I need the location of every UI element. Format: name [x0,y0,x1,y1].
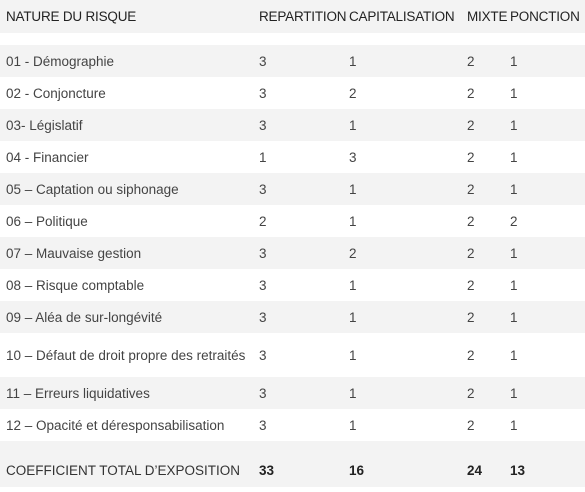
table-row: 01 - Démographie 3 1 2 1 [0,45,585,77]
total-repartition: 33 [255,453,345,487]
ponction-cell: 1 [506,173,585,205]
mixte-cell: 2 [457,173,506,205]
header-nature-du-risque: NATURE DU RISQUE [0,0,255,33]
header-ponction: PONCTION [506,0,585,33]
mixte-cell: 2 [457,77,506,109]
mixte-cell: 2 [457,237,506,269]
capitalisation-cell: 1 [345,173,457,205]
table-header-row: NATURE DU RISQUE REPARTITION CAPITALISAT… [0,0,585,33]
risk-name-cell: 01 - Démographie [0,45,255,77]
risk-name-cell: 12 – Opacité et déresponsabilisation [0,409,255,441]
ponction-cell: 1 [506,301,585,333]
repartition-cell: 2 [255,205,345,237]
total-ponction: 13 [506,453,585,487]
capitalisation-cell: 3 [345,141,457,173]
spacer-row [0,441,585,453]
mixte-cell: 2 [457,205,506,237]
ponction-cell: 1 [506,333,585,377]
risk-name-cell: 07 – Mauvaise gestion [0,237,255,269]
table-row: 08 – Risque comptable 3 1 2 1 [0,269,585,301]
capitalisation-cell: 1 [345,409,457,441]
risk-name-cell: 04 - Financier [0,141,255,173]
repartition-cell: 3 [255,173,345,205]
ponction-cell: 2 [506,205,585,237]
total-label: COEFFICIENT TOTAL D’EXPOSITION [0,453,255,487]
mixte-cell: 2 [457,409,506,441]
repartition-cell: 3 [255,409,345,441]
table-row: 12 – Opacité et déresponsabilisation 3 1 2 1 [0,409,585,441]
risk-name-cell: 10 – Défaut de droit propre des retraité… [0,333,255,377]
ponction-cell: 1 [506,377,585,409]
risk-name-cell: 09 – Aléa de sur-longévité [0,301,255,333]
ponction-cell: 1 [506,45,585,77]
mixte-cell: 2 [457,269,506,301]
capitalisation-cell: 1 [345,205,457,237]
risk-name-cell: 05 – Captation ou siphonage [0,173,255,205]
table-row: 02 - Conjoncture 3 2 2 1 [0,77,585,109]
repartition-cell: 3 [255,301,345,333]
table-row: 07 – Mauvaise gestion 3 2 2 1 [0,237,585,269]
risk-name-cell: 11 – Erreurs liquidatives [0,377,255,409]
mixte-cell: 2 [457,301,506,333]
mixte-cell: 2 [457,377,506,409]
table-row: 06 – Politique 2 1 2 2 [0,205,585,237]
mixte-cell: 2 [457,109,506,141]
risk-name-cell: 08 – Risque comptable [0,269,255,301]
header-repartition: REPARTITION [255,0,347,33]
mixte-cell: 2 [457,141,506,173]
ponction-cell: 1 [506,141,585,173]
ponction-cell: 1 [506,77,585,109]
ponction-cell: 1 [506,109,585,141]
repartition-cell: 3 [255,45,345,77]
repartition-cell: 3 [255,77,345,109]
table-row: 10 – Défaut de droit propre des retraité… [0,333,585,377]
risk-name-cell: 06 – Politique [0,205,255,237]
repartition-cell: 3 [255,269,345,301]
table-row: 05 – Captation ou siphonage 3 1 2 1 [0,173,585,205]
capitalisation-cell: 1 [345,269,457,301]
repartition-cell: 3 [255,109,345,141]
total-capitalisation: 16 [345,453,457,487]
risk-name-cell: 02 - Conjoncture [0,77,255,109]
mixte-cell: 2 [457,45,506,77]
capitalisation-cell: 1 [345,301,457,333]
capitalisation-cell: 2 [345,237,457,269]
table-row: 03- Législatif 3 1 2 1 [0,109,585,141]
capitalisation-cell: 1 [345,333,457,377]
ponction-cell: 1 [506,409,585,441]
repartition-cell: 3 [255,377,345,409]
table-row: 04 - Financier 1 3 2 1 [0,141,585,173]
repartition-cell: 3 [255,237,345,269]
capitalisation-cell: 1 [345,109,457,141]
table-row: 09 – Aléa de sur-longévité 3 1 2 1 [0,301,585,333]
capitalisation-cell: 1 [345,45,457,77]
header-capitalisation: CAPITALISATION [345,0,457,33]
mixte-cell: 2 [457,333,506,377]
capitalisation-cell: 2 [345,77,457,109]
risk-name-cell: 03- Législatif [0,109,255,141]
ponction-cell: 1 [506,237,585,269]
header-mixte: MIXTE [457,0,507,33]
table-row: 11 – Erreurs liquidatives 3 1 2 1 [0,377,585,409]
repartition-cell: 3 [255,333,345,377]
capitalisation-cell: 1 [345,377,457,409]
spacer-row [0,33,585,45]
total-row: COEFFICIENT TOTAL D’EXPOSITION 33 16 24 … [0,453,585,487]
ponction-cell: 1 [506,269,585,301]
total-mixte: 24 [457,453,506,487]
repartition-cell: 1 [255,141,345,173]
